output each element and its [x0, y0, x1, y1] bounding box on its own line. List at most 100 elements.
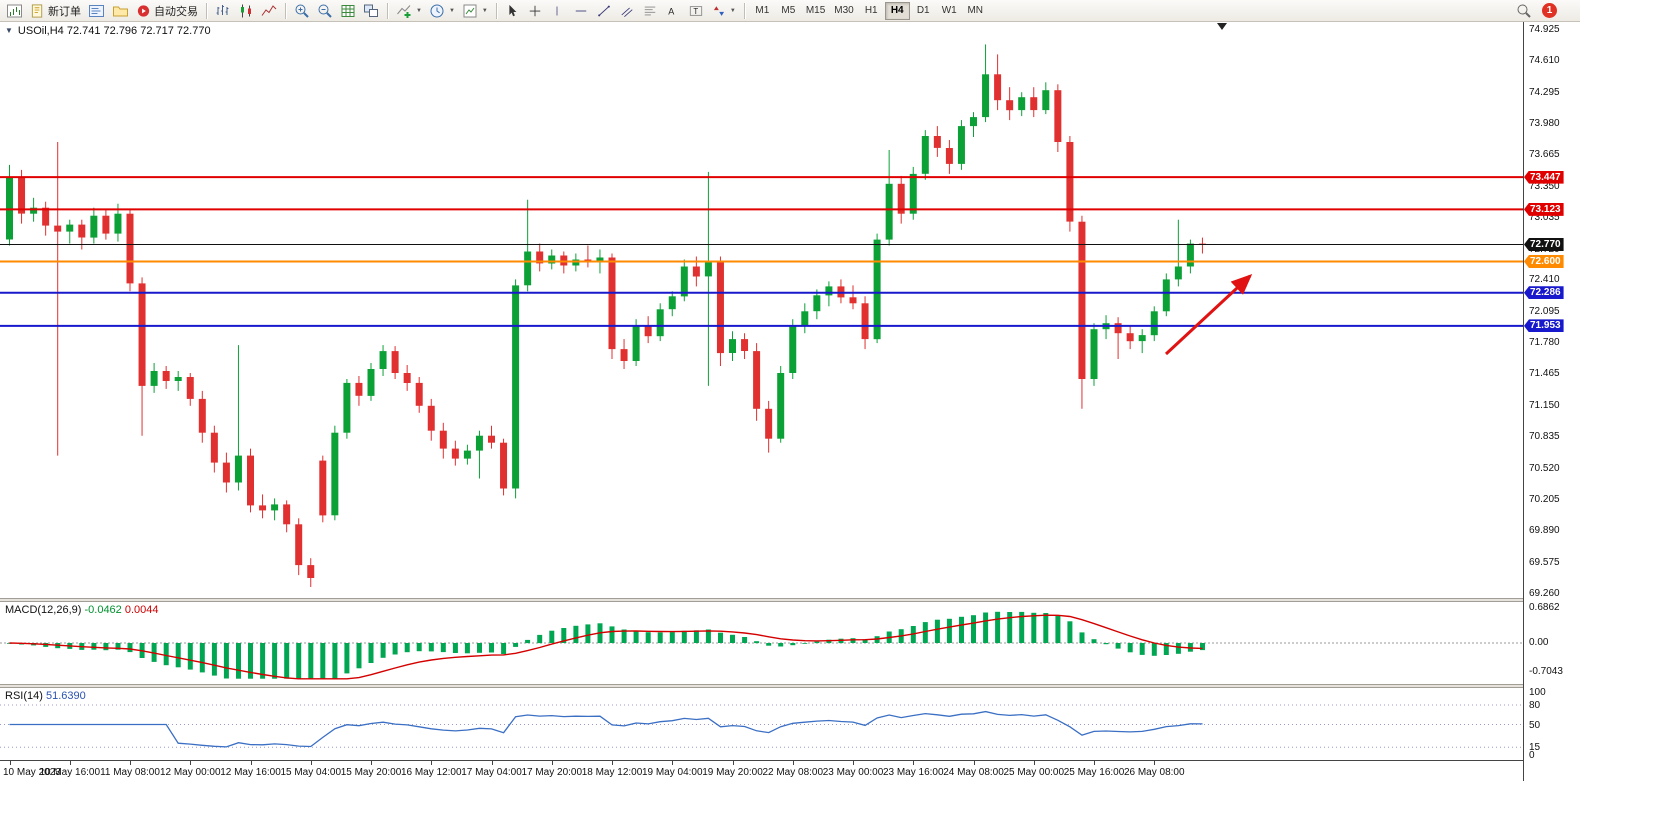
time-axis-tick [732, 761, 734, 765]
time-axis-tick [1094, 761, 1095, 765]
price-tag: 72.600 [1524, 254, 1564, 268]
price-tag: 73.123 [1524, 202, 1564, 216]
periods-button[interactable]: ▼ [426, 1, 458, 21]
timeframe-m1[interactable]: M1 [750, 2, 775, 20]
arrows-tool-button[interactable]: ▼ [709, 1, 739, 21]
text-label-icon: T [689, 3, 703, 19]
time-axis-tick [310, 761, 312, 765]
time-axis-label: 24 May 08:00 [943, 767, 1004, 778]
text-tool-button[interactable]: A [663, 1, 685, 21]
autotrading-button[interactable]: 自动交易 [133, 1, 201, 21]
vertical-line-tool-button[interactable] [548, 1, 570, 21]
timeframe-d1[interactable]: D1 [911, 2, 936, 20]
toolbar-separator [743, 2, 745, 19]
time-axis-label: 11 May 08:00 [100, 767, 160, 778]
time-axis-label: 16 May 12:00 [400, 767, 462, 778]
timeframe-h4[interactable]: H4 [884, 1, 910, 20]
chart-shift-marker-icon[interactable] [1217, 23, 1227, 30]
new-order-button[interactable]: 新订单 [27, 1, 84, 21]
fibonacci-tool-button[interactable] [640, 1, 662, 21]
time-axis-label: 10 May 16:00 [39, 767, 101, 778]
timeframe-m30[interactable]: M30 [830, 2, 857, 20]
trading-platform-window: 新订单 自动交易 [0, 0, 1580, 781]
svg-text:A: A [668, 6, 674, 16]
crosshair-tool-button[interactable] [525, 1, 547, 21]
text-icon: A [666, 3, 678, 19]
price-axis-label: 73.035 [1529, 212, 1560, 224]
price-axis-label: 69.260 [1529, 588, 1560, 599]
time-axis-label: 26 May 08:00 [1123, 767, 1185, 778]
rsi-scale-label: 80 [1529, 700, 1541, 711]
time-axis-label: 25 May 16:00 [1063, 767, 1125, 778]
chart-region: ▼ USOil,H4 72.741 72.796 72.717 72.770 M… [0, 22, 1580, 781]
chart-area: ▼ USOil,H4 72.741 72.796 72.717 72.770 M… [0, 22, 1523, 781]
cursor-icon [505, 3, 519, 19]
timeframe-m5[interactable]: M5 [776, 2, 801, 20]
navigator-button[interactable] [109, 1, 132, 21]
timeframe-m15[interactable]: M15 [802, 2, 829, 20]
time-axis-label: 10 May 2023 [3, 767, 61, 778]
price-plot[interactable] [0, 22, 1523, 598]
rsi-label: RSI(14) 51.6390 [5, 690, 86, 702]
trendline-tool-button[interactable] [594, 1, 616, 21]
rsi-value: 51.6390 [45, 690, 86, 702]
panel-divider[interactable] [0, 598, 1523, 602]
dropdown-caret-icon: ▼ [416, 7, 422, 14]
candlestick-chart-button[interactable] [235, 1, 257, 21]
macd-scale-label: 0.6862 [1529, 602, 1560, 613]
new-order-icon [30, 3, 45, 19]
price-axis-label: 72.410 [1529, 274, 1560, 286]
toolbar-right-group: 1 [1513, 1, 1577, 21]
rsi-panel[interactable]: RSI(14) 51.6390 [0, 688, 1523, 760]
search-button[interactable] [1513, 1, 1535, 21]
line-chart-button[interactable] [258, 1, 280, 21]
macd-plot[interactable] [0, 602, 1523, 684]
rsi-scale-label: 0 [1529, 750, 1535, 761]
one-click-trading-toggle-icon[interactable]: ▼ [5, 26, 13, 35]
time-axis-label: 12 May 16:00 [220, 767, 281, 778]
horizontal-line-icon [574, 3, 588, 19]
price-axis-label: 70.205 [1529, 493, 1560, 505]
time-axis-tick [250, 761, 252, 765]
tile-windows-button[interactable] [360, 1, 382, 21]
timeframe-w1[interactable]: W1 [937, 2, 962, 20]
panel-divider[interactable] [0, 684, 1523, 688]
zoom-out-button[interactable] [314, 1, 336, 21]
time-axis-tick [491, 761, 493, 765]
rsi-scale-label: 50 [1529, 719, 1541, 731]
zoom-out-icon [317, 3, 333, 19]
time-axis[interactable]: 10 May 2023 10 May 16:00 11 May 08:00 12 Ma… [0, 760, 1523, 781]
toolbar-separator [285, 2, 286, 19]
time-axis-label: 23 May 00:00 [822, 767, 884, 778]
grid-button[interactable] [337, 1, 359, 21]
svg-text:T: T [693, 7, 698, 16]
macd-main-value: -0.0462 [84, 604, 122, 616]
market-watch-button[interactable] [85, 1, 108, 21]
price-chart-panel[interactable]: ▼ USOil,H4 72.741 72.796 72.717 72.770 [0, 22, 1523, 598]
cursor-tool-button[interactable] [502, 1, 524, 21]
notification-badge[interactable]: 1 [1542, 3, 1557, 18]
time-axis-tick [190, 761, 192, 765]
price-axis-label: 73.665 [1529, 149, 1560, 161]
price-axis-label: 74.610 [1529, 55, 1560, 67]
time-axis-tick [612, 761, 613, 765]
price-tag: 71.953 [1524, 319, 1564, 333]
horizontal-line-tool-button[interactable] [571, 1, 593, 21]
macd-panel[interactable]: MACD(12,26,9) -0.0462 0.0044 [0, 602, 1523, 684]
zoom-in-button[interactable] [291, 1, 313, 21]
dropdown-caret-icon: ▼ [481, 7, 488, 14]
new-chart-button[interactable] [3, 1, 26, 21]
bar-chart-button[interactable] [212, 1, 234, 21]
price-tag: 72.286 [1524, 286, 1564, 300]
rsi-plot[interactable] [0, 688, 1523, 760]
timeframe-mn[interactable]: MN [963, 2, 988, 20]
timeframe-h1[interactable]: H1 [859, 2, 884, 20]
time-axis-label: 18 May 12:00 [581, 767, 643, 778]
line-chart-icon [261, 3, 277, 19]
templates-button[interactable]: ▼ [459, 1, 491, 21]
label-tool-button[interactable]: T [686, 1, 708, 21]
channel-tool-button[interactable] [617, 1, 639, 21]
price-axis[interactable]: 74.925 74.610 74.295 73.980 73.665 73.350 73.0… [1523, 22, 1580, 781]
price-axis-label: 70.835 [1529, 431, 1560, 443]
indicators-button[interactable]: ▼ [393, 1, 425, 21]
